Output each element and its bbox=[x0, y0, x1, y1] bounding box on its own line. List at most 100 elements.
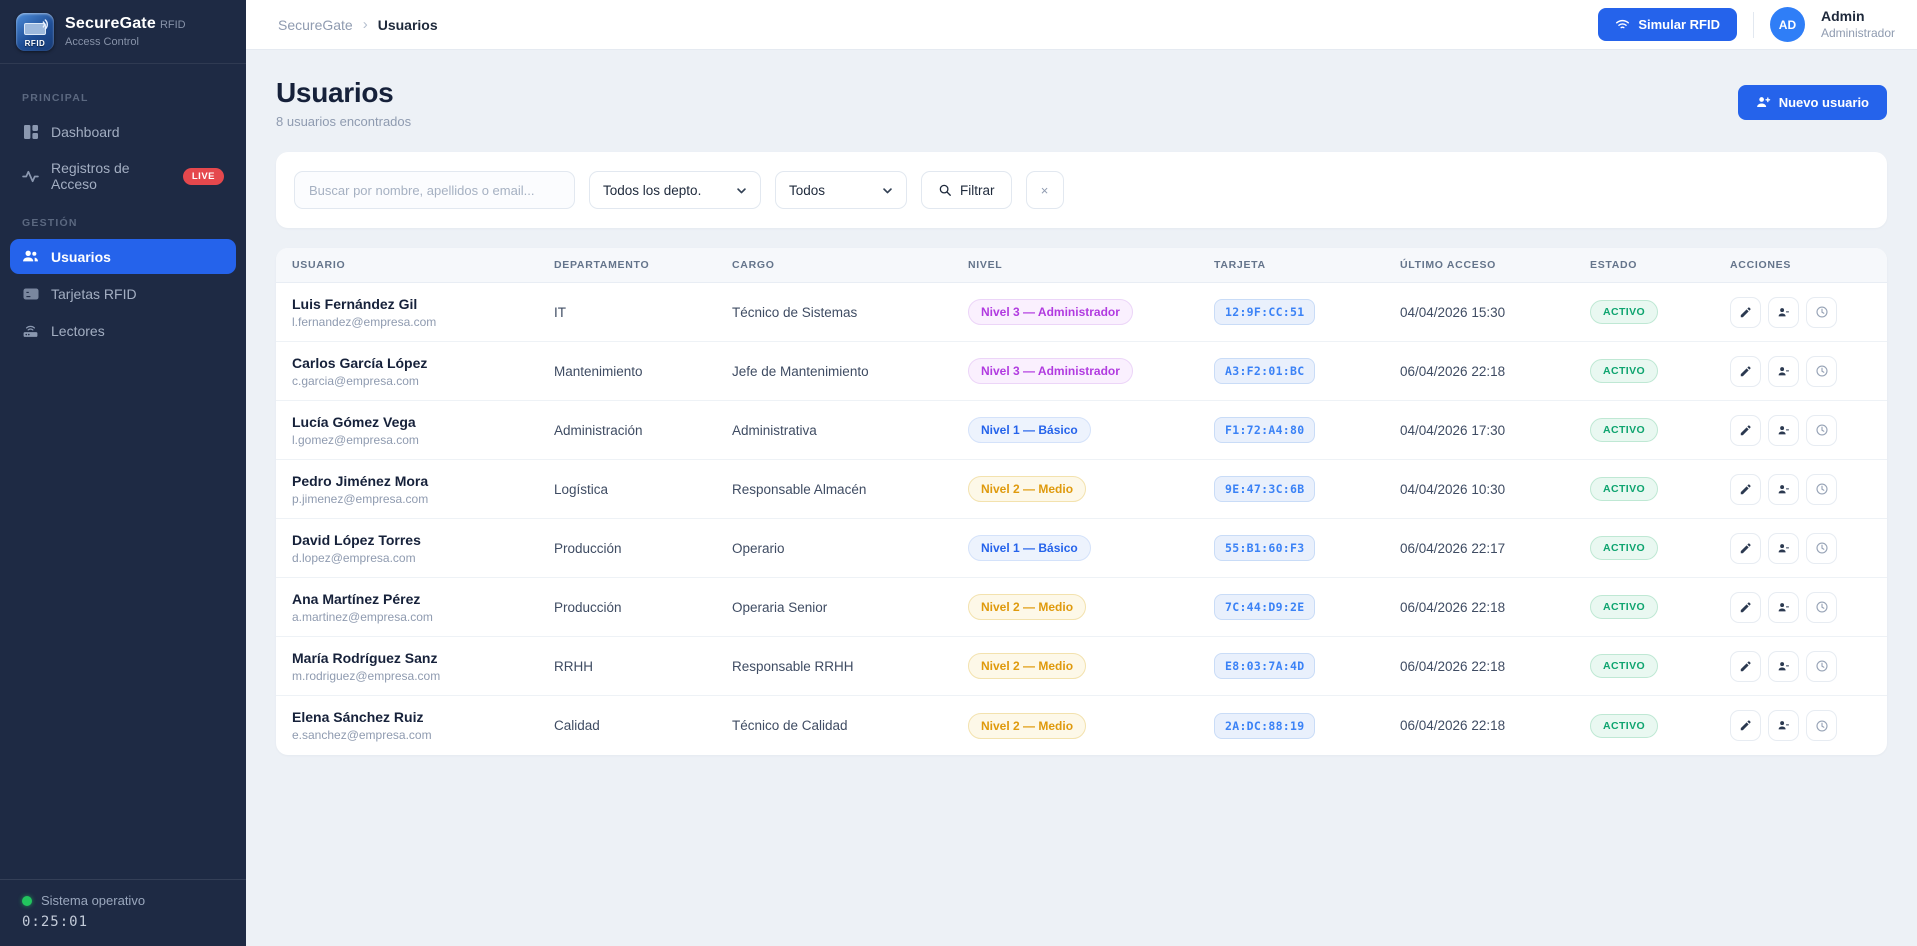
level-badge: Nivel 2 — Medio bbox=[968, 594, 1087, 620]
history-button[interactable] bbox=[1806, 710, 1837, 741]
deactivate-user-button[interactable] bbox=[1768, 591, 1799, 623]
edit-user-button[interactable] bbox=[1730, 296, 1761, 328]
user-minus-icon bbox=[1777, 660, 1790, 673]
history-button[interactable] bbox=[1806, 532, 1837, 564]
user-minus-icon bbox=[1777, 483, 1790, 496]
deactivate-user-button[interactable] bbox=[1768, 650, 1799, 682]
chevron-down-icon bbox=[882, 185, 893, 196]
deactivate-user-button[interactable] bbox=[1768, 296, 1799, 328]
status-badge: ACTIVO bbox=[1590, 300, 1659, 324]
user-email: c.garcia@empresa.com bbox=[292, 373, 419, 388]
clear-filters-button[interactable]: × bbox=[1025, 171, 1064, 209]
level-badge: Nivel 2 — Medio bbox=[968, 476, 1087, 502]
history-button[interactable] bbox=[1806, 296, 1837, 328]
table-row: Ana Martínez Pérez a.martinez@empresa.co… bbox=[276, 578, 1887, 637]
simulate-rfid-button[interactable]: Simular RFID bbox=[1598, 8, 1737, 41]
user-email: p.jimenez@empresa.com bbox=[292, 491, 429, 506]
card-uid-chip[interactable]: 7C:44:D9:2E bbox=[1214, 594, 1316, 620]
history-button[interactable] bbox=[1806, 355, 1837, 387]
user-position: Responsable RRHH bbox=[732, 658, 854, 674]
clock-icon bbox=[1815, 482, 1829, 496]
sidebar: RFID SecureGate RFID Access Control Princ… bbox=[0, 0, 246, 946]
edit-user-button[interactable] bbox=[1730, 473, 1761, 505]
deactivate-user-button[interactable] bbox=[1768, 473, 1799, 505]
sidebar-item-dashboard[interactable]: Dashboard bbox=[10, 114, 236, 149]
col-header-departamento: Departamento bbox=[554, 259, 650, 271]
user-minus-icon bbox=[1777, 424, 1790, 437]
history-button[interactable] bbox=[1806, 473, 1837, 505]
user-position: Técnico de Calidad bbox=[732, 718, 848, 733]
users-table: Usuario Departamento Cargo Nivel Tarjeta… bbox=[276, 248, 1887, 755]
sidebar-item-label: Usuarios bbox=[51, 248, 111, 265]
department-select[interactable]: Todos los depto. bbox=[589, 171, 761, 209]
card-uid-chip[interactable]: E8:03:7A:4D bbox=[1214, 653, 1316, 679]
history-button[interactable] bbox=[1806, 591, 1837, 623]
avatar[interactable]: AD bbox=[1769, 7, 1805, 42]
sidebar-item-label: Dashboard bbox=[51, 123, 120, 140]
user-name: David López Torres bbox=[292, 531, 421, 548]
user-email: m.rodriguez@empresa.com bbox=[292, 668, 441, 683]
sidebar-item-label: Registros de Acceso bbox=[51, 160, 130, 193]
results-count: 8 usuarios encontrados bbox=[276, 114, 412, 129]
filter-button[interactable]: Filtrar bbox=[921, 171, 1012, 209]
status-select[interactable]: Todos bbox=[775, 171, 907, 209]
sidebar-footer: Sistema operativo 0:25:01 bbox=[0, 879, 246, 946]
card-uid-chip[interactable]: F1:72:A4:80 bbox=[1214, 417, 1316, 443]
user-email: a.martinez@empresa.com bbox=[292, 609, 433, 624]
new-user-button[interactable]: Nuevo usuario bbox=[1737, 85, 1887, 120]
search-input[interactable] bbox=[294, 171, 575, 209]
edit-user-button[interactable] bbox=[1730, 650, 1761, 682]
clock-icon bbox=[1815, 423, 1829, 437]
deactivate-user-button[interactable] bbox=[1768, 710, 1799, 741]
edit-user-button[interactable] bbox=[1730, 355, 1761, 387]
clock-icon bbox=[1815, 364, 1829, 378]
status-badge: ACTIVO bbox=[1590, 595, 1659, 619]
pencil-icon bbox=[1739, 365, 1752, 378]
history-button[interactable] bbox=[1806, 650, 1837, 682]
sidebar-item-tarjetas[interactable]: Tarjetas RFID bbox=[10, 276, 236, 311]
card-uid-chip[interactable]: A3:F2:01:BC bbox=[1214, 358, 1316, 384]
last-access: 04/04/2026 10:30 bbox=[1400, 481, 1506, 497]
sidebar-item-lectores[interactable]: Lectores bbox=[10, 313, 236, 348]
sidebar-item-label: Tarjetas RFID bbox=[51, 285, 137, 302]
user-position: Operaria Senior bbox=[732, 599, 828, 615]
edit-user-button[interactable] bbox=[1730, 591, 1761, 623]
sidebar-item-registros[interactable]: Registros de Acceso LIVE bbox=[10, 151, 236, 201]
last-access: 04/04/2026 17:30 bbox=[1400, 422, 1506, 438]
user-position: Responsable Almacén bbox=[732, 481, 867, 497]
user-minus-icon bbox=[1777, 306, 1790, 319]
status-badge: ACTIVO bbox=[1590, 713, 1659, 738]
status-badge: ACTIVO bbox=[1590, 654, 1659, 678]
edit-user-button[interactable] bbox=[1730, 710, 1761, 741]
edit-user-button[interactable] bbox=[1730, 532, 1761, 564]
deactivate-user-button[interactable] bbox=[1768, 355, 1799, 387]
card-uid-chip[interactable]: 12:9F:CC:51 bbox=[1214, 299, 1316, 325]
col-header-usuario: Usuario bbox=[292, 259, 346, 271]
breadcrumb-root[interactable]: SecureGate bbox=[278, 16, 353, 33]
dashboard-icon bbox=[22, 123, 39, 140]
user-name: María Rodríguez Sanz bbox=[292, 649, 438, 666]
user-menu[interactable]: Admin Administrador bbox=[1821, 8, 1895, 41]
sidebar-item-usuarios[interactable]: Usuarios bbox=[10, 239, 236, 275]
app-logo-row: RFID SecureGate RFID Access Control bbox=[0, 0, 246, 65]
level-badge: Nivel 3 — Administrador bbox=[968, 299, 1133, 325]
app-logo-icon: RFID bbox=[16, 12, 54, 51]
card-uid-chip[interactable]: 2A:DC:88:19 bbox=[1214, 712, 1316, 739]
topbar: SecureGate › Usuarios Simular RFID AD Ad… bbox=[246, 0, 1917, 50]
deactivate-user-button[interactable] bbox=[1768, 414, 1799, 446]
user-department: Calidad bbox=[554, 718, 600, 733]
history-button[interactable] bbox=[1806, 414, 1837, 446]
status-badge: ACTIVO bbox=[1590, 359, 1659, 383]
deactivate-user-button[interactable] bbox=[1768, 532, 1799, 564]
app-title: SecureGate RFID Access Control bbox=[65, 12, 215, 51]
wifi-icon bbox=[1615, 17, 1630, 32]
card-uid-chip[interactable]: 9E:47:3C:6B bbox=[1214, 476, 1316, 502]
card-uid-chip[interactable]: 55:B1:60:F3 bbox=[1214, 535, 1316, 561]
user-plus-icon bbox=[1756, 95, 1771, 110]
pencil-icon bbox=[1739, 542, 1752, 555]
edit-user-button[interactable] bbox=[1730, 414, 1761, 446]
user-position: Operario bbox=[732, 540, 785, 556]
last-access: 06/04/2026 22:18 bbox=[1400, 599, 1506, 615]
user-position: Administrativa bbox=[732, 422, 817, 438]
divider bbox=[1752, 11, 1754, 38]
